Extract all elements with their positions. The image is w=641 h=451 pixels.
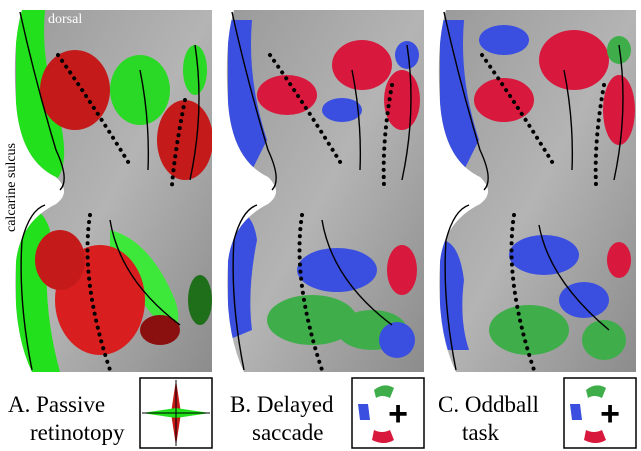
legend-plus: + [600, 395, 620, 433]
caption-line: retinotopy [30, 420, 125, 445]
panel-b: B. Delayed saccade + [227, 10, 424, 448]
figure: dorsal ventral calcarine sulcus A. Passi… [0, 0, 641, 451]
dorsal-label: dorsal [48, 12, 82, 27]
panel-c: C. Oddball task + [438, 10, 636, 448]
caption-line: task [462, 420, 500, 445]
panel-a: dorsal ventral calcarine sulcus A. Passi… [4, 10, 213, 448]
ventral-label: ventral [66, 376, 102, 391]
caption-line: A. Passive [8, 392, 105, 417]
legend-plus: + [388, 395, 408, 433]
caption-line: C. Oddball [438, 392, 539, 417]
calcarine-label: calcarine sulcus [4, 143, 19, 232]
legend-wedge [570, 404, 582, 420]
caption-line: saccade [252, 420, 324, 445]
caption-line: B. Delayed [230, 392, 334, 417]
legend-wedge [358, 404, 370, 420]
